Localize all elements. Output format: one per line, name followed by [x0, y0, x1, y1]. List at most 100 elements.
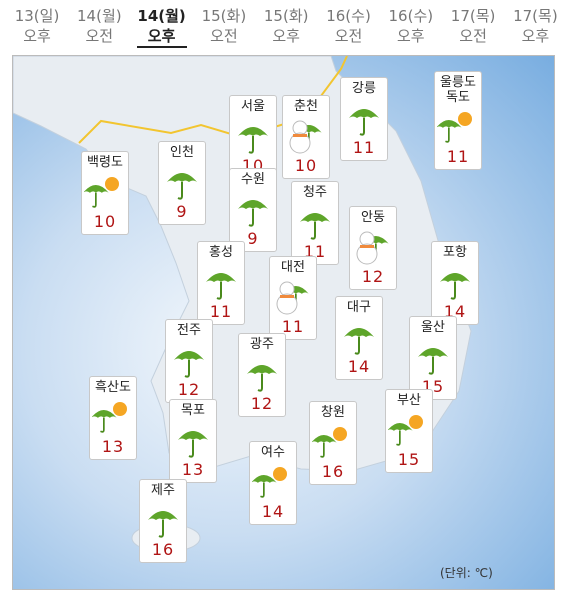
city-name: 대전 [281, 260, 305, 275]
tab-time: 오후 [521, 27, 550, 45]
temperature: 15 [397, 450, 421, 469]
temperature: 11 [281, 317, 305, 336]
temperature: 11 [209, 302, 233, 321]
city-card: 서울 10 [229, 95, 277, 179]
city-card: 울릉도 독도 11 [434, 71, 482, 170]
city-name: 목포 [181, 403, 205, 418]
weather-icon [410, 335, 456, 377]
weather-icon [283, 114, 329, 156]
city-name: 수원 [241, 172, 265, 187]
city-card: 강릉 11 [340, 77, 388, 161]
city-name: 광주 [250, 337, 274, 352]
city-name: 창원 [321, 405, 345, 420]
weather-icon [270, 275, 316, 317]
temperature: 16 [321, 462, 345, 481]
city-name: 여수 [261, 445, 285, 460]
city-card: 대전 11 [269, 256, 317, 340]
weather-icon [341, 96, 387, 138]
city-name: 포항 [443, 245, 467, 260]
city-name: 흑산도 [95, 380, 131, 395]
time-tab[interactable]: 16(수) 오후 [386, 6, 436, 46]
city-card: 목포 13 [169, 399, 217, 483]
city-name: 울릉도 독도 [440, 75, 476, 105]
temperature: 12 [361, 267, 385, 286]
time-tab[interactable]: 15(화) 오전 [199, 6, 249, 46]
time-tab[interactable]: 14(월) 오후 [136, 6, 187, 48]
tab-time: 오전 [85, 27, 114, 45]
weather-icon [159, 160, 205, 202]
temperature: 13 [101, 437, 125, 456]
map: 백령도 10 인천 9 서울 10 춘천 10 강릉 11 울릉도 독도 11 수원 9 청주 11 안동 12 포… [12, 55, 555, 590]
temperature: 10 [294, 156, 318, 175]
weather-icon [239, 352, 285, 394]
weather-icon [292, 200, 338, 242]
weather-icon [435, 105, 481, 147]
tab-time: 오전 [334, 27, 363, 45]
weather-icon [230, 114, 276, 156]
city-card: 홍성 11 [197, 241, 245, 325]
temperature: 11 [352, 138, 376, 157]
time-tab[interactable]: 17(목) 오전 [448, 6, 498, 46]
city-name: 인천 [170, 145, 194, 160]
city-name: 백령도 [87, 155, 123, 170]
tab-date: 17(목) [513, 7, 558, 25]
weather-icon [90, 395, 136, 437]
temperature: 9 [176, 202, 188, 221]
city-card: 안동 12 [349, 206, 397, 290]
tab-time: 오후 [23, 27, 51, 45]
city-card: 흑산도 13 [89, 376, 137, 460]
tab-date: 16(수) [388, 7, 434, 25]
city-name: 울산 [421, 320, 445, 335]
time-tab[interactable]: 16(수) 오전 [324, 6, 374, 46]
tab-time: 오전 [210, 27, 238, 45]
city-card: 전주 12 [165, 319, 213, 403]
weather-icon [198, 260, 244, 302]
tab-time: 오후 [272, 27, 300, 45]
weather-icon [140, 498, 186, 540]
city-name: 청주 [303, 185, 327, 200]
tab-date: 15(화) [201, 7, 247, 25]
tab-time: 오후 [396, 27, 425, 45]
tab-date: 14(월) [137, 7, 186, 25]
city-name: 부산 [397, 393, 421, 408]
city-card: 창원 16 [309, 401, 357, 485]
tab-date: 16(수) [326, 7, 371, 25]
weather-icon [350, 225, 396, 267]
weather-icon [82, 170, 128, 212]
city-name: 춘천 [294, 99, 318, 114]
weather-icon [170, 418, 216, 460]
temperature: 11 [446, 147, 470, 166]
city-card: 제주 16 [139, 479, 187, 563]
weather-icon [432, 260, 478, 302]
time-tab[interactable]: 13(일) 오후 [12, 6, 62, 46]
city-name: 홍성 [209, 245, 233, 260]
time-tab[interactable]: 17(목) 오후 [510, 6, 560, 46]
weather-icon [310, 420, 356, 462]
city-card: 수원 9 [229, 168, 277, 252]
city-name: 안동 [361, 210, 385, 225]
city-card: 광주 12 [238, 333, 286, 417]
temperature: 9 [247, 229, 259, 248]
temperature: 12 [177, 380, 201, 399]
time-tab[interactable]: 14(월) 오전 [74, 6, 124, 46]
city-card: 포항 14 [431, 241, 479, 325]
city-name: 서울 [241, 99, 265, 114]
city-card: 청주 11 [291, 181, 339, 265]
city-name: 대구 [347, 300, 371, 315]
time-tab[interactable]: 15(화) 오후 [261, 6, 311, 46]
city-card: 대구 14 [335, 296, 383, 380]
unit-note: (단위: ℃) [440, 566, 493, 580]
tab-date: 14(월) [77, 7, 122, 25]
temperature: 14 [261, 502, 285, 521]
weather-icon [250, 460, 296, 502]
tab-date: 17(목) [450, 7, 496, 25]
city-name: 강릉 [352, 81, 376, 96]
tab-time: 오후 [147, 27, 176, 45]
city-card: 인천 9 [158, 141, 206, 225]
tab-date: 15(화) [263, 7, 309, 25]
weather-icon [166, 338, 212, 380]
temperature: 10 [93, 212, 117, 231]
temperature: 13 [181, 460, 205, 479]
temperature: 16 [151, 540, 175, 559]
